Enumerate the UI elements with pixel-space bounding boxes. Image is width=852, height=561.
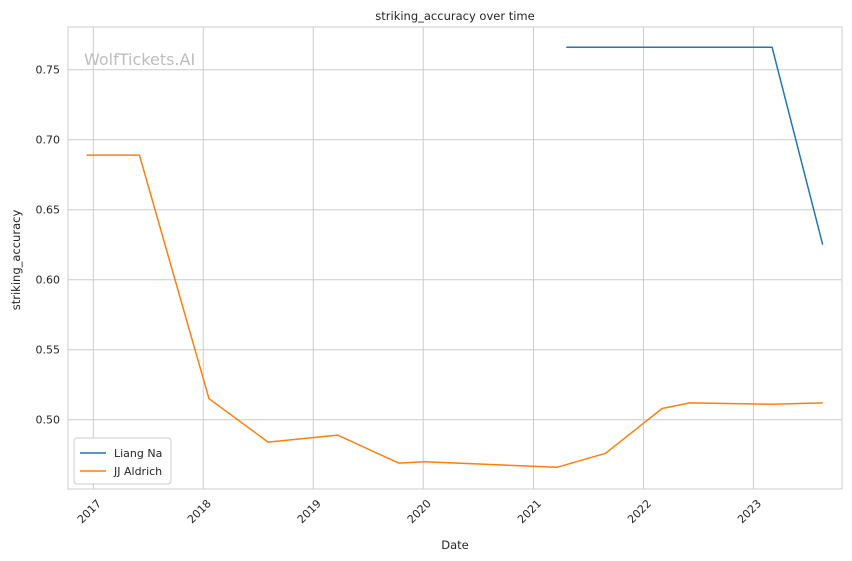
series-layer <box>86 46 824 469</box>
x-tick-label: 2019 <box>295 497 324 526</box>
x-axis-ticks: 2017 2018 2019 2020 2021 2022 2023 <box>75 497 764 526</box>
watermark: WolfTickets.AI <box>84 50 195 69</box>
y-tick-label: 0.65 <box>36 204 61 217</box>
y-axis-label: striking_accuracy <box>9 210 23 311</box>
x-tick-label: 2021 <box>515 497 544 526</box>
x-tick-label: 2022 <box>625 497 654 526</box>
x-tick-label: 2017 <box>75 497 104 526</box>
x-axis-label: Date <box>441 538 469 552</box>
legend-label-jj-aldrich: JJ Aldrich <box>113 465 162 478</box>
y-tick-label: 0.60 <box>36 274 61 287</box>
x-tick-label: 2018 <box>185 497 214 526</box>
plot-area-frame <box>67 26 843 490</box>
y-tick-label: 0.75 <box>36 64 61 77</box>
series-line-liang-na <box>566 46 824 245</box>
x-tick-label: 2023 <box>735 497 764 526</box>
legend-box <box>73 437 172 485</box>
x-tick-label: 2020 <box>405 497 434 526</box>
series-line-jj-aldrich <box>86 154 823 469</box>
legend: Liang Na JJ Aldrich <box>73 437 172 485</box>
y-tick-label: 0.50 <box>36 414 61 427</box>
y-axis-ticks: 0.50 0.55 0.60 0.65 0.70 0.75 <box>36 64 61 427</box>
grid <box>68 27 842 489</box>
chart-title: striking_accuracy over time <box>375 9 534 23</box>
y-tick-label: 0.70 <box>36 134 61 147</box>
y-tick-label: 0.55 <box>36 344 61 357</box>
legend-label-liang-na: Liang Na <box>114 447 162 460</box>
